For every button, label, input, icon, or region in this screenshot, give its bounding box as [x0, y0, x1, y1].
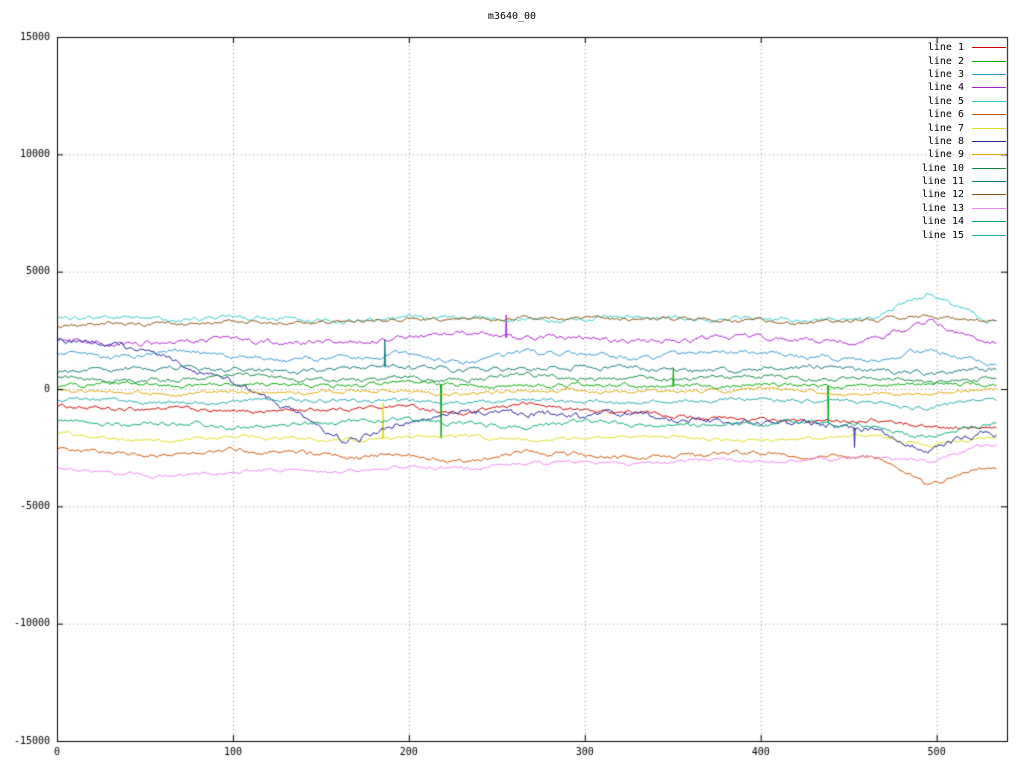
legend-label: line 9 — [927, 149, 964, 161]
legend-line-sample — [972, 167, 1006, 169]
legend-line-sample — [972, 100, 1006, 102]
legend-item: line 5 — [922, 95, 1006, 108]
legend-line-sample — [972, 114, 1006, 116]
legend-line-sample — [972, 154, 1006, 156]
legend-line-sample — [972, 47, 1006, 49]
legend-label: line 1 — [927, 42, 964, 54]
legend-line-sample — [972, 194, 1006, 196]
legend-item: line 15 — [922, 228, 1006, 241]
legend-line-sample — [972, 234, 1006, 236]
legend-label: line 13 — [921, 202, 964, 214]
legend-item: line 7 — [922, 121, 1006, 134]
legend-item: line 1 — [922, 41, 1006, 54]
legend-line-sample — [972, 127, 1006, 129]
legend-item: line 6 — [922, 108, 1006, 121]
legend-item: line 10 — [922, 162, 1006, 175]
legend-line-sample — [972, 87, 1006, 89]
legend-item: line 9 — [922, 148, 1006, 161]
legend-label: line 11 — [921, 176, 964, 188]
legend-item: line 13 — [922, 202, 1006, 215]
legend-label: line 14 — [921, 216, 964, 228]
legend-item: line 4 — [922, 81, 1006, 94]
legend-label: line 5 — [927, 95, 964, 107]
legend-label: line 7 — [927, 122, 964, 134]
legend-label: line 10 — [921, 162, 964, 174]
legend-item: line 14 — [922, 215, 1006, 228]
legend: line 1 line 2 line 3 line 4 line 5 line 6 line… — [922, 41, 1006, 242]
legend-item: line 11 — [922, 175, 1006, 188]
legend-line-sample — [972, 73, 1006, 75]
legend-label: line 2 — [927, 55, 964, 67]
legend-item: line 8 — [922, 135, 1006, 148]
legend-label: line 6 — [927, 109, 964, 121]
legend-label: line 15 — [921, 229, 964, 241]
legend-label: line 4 — [927, 82, 964, 94]
legend-label: line 12 — [921, 189, 964, 201]
legend-label: line 3 — [927, 68, 964, 80]
legend-label: line 8 — [927, 135, 964, 147]
legend-line-sample — [972, 221, 1006, 223]
legend-line-sample — [972, 60, 1006, 62]
legend-line-sample — [972, 207, 1006, 209]
legend-item: line 12 — [922, 188, 1006, 201]
legend-line-sample — [972, 140, 1006, 142]
legend-item: line 2 — [922, 54, 1006, 67]
legend-line-sample — [972, 181, 1006, 183]
chart-title: m3640_00 — [487, 11, 537, 22]
legend-item: line 3 — [922, 68, 1006, 81]
